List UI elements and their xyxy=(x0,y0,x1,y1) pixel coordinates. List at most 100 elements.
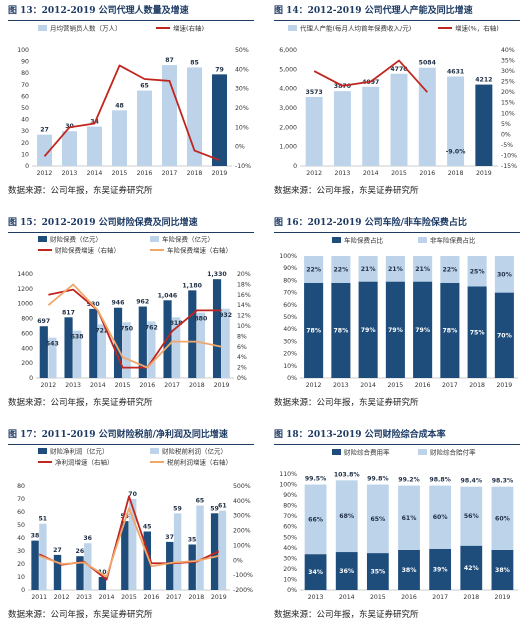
y2-tick-label: -5% xyxy=(501,142,513,149)
data-label: 26 xyxy=(76,548,85,555)
y-tick-label: 0 xyxy=(25,163,29,170)
x-tick-label: 2019 xyxy=(495,594,511,601)
bar-loss-ratio xyxy=(304,484,327,555)
auto-share-chart: 0% 10% 20% 30% 40% 50% 60% 70% 80% 90% 100% 车险保费占比 非… xyxy=(279,235,518,389)
source-note: 数据来源：公司年报，东吴证券研究所 xyxy=(8,398,153,408)
data-label: 37 xyxy=(165,534,174,541)
data-label: 543 xyxy=(46,341,59,348)
x-tick-label: 2019 xyxy=(214,382,230,389)
data-label: 22% xyxy=(306,266,321,273)
bar-premium xyxy=(39,326,48,378)
y-tick-label: 90% xyxy=(283,265,297,272)
source-note: 数据来源：公司年报，东吴证券研究所 xyxy=(274,398,419,408)
data-label: 22% xyxy=(333,266,348,273)
x-tick-label: 2016 xyxy=(415,382,431,389)
data-label: 65% xyxy=(370,516,385,523)
legend-label: 财险保费增速（右轴） xyxy=(55,245,120,254)
bar-auto-share xyxy=(494,292,514,378)
bar-loss-ratio xyxy=(460,486,483,546)
y2-tick-label: -10% xyxy=(235,163,251,170)
y-tick-label: 20 xyxy=(17,561,25,568)
y-tick-label: 0% xyxy=(287,375,297,382)
data-label: 27 xyxy=(53,547,62,554)
y2-tick-label: 50% xyxy=(235,47,249,54)
x-tick-label: 2018 xyxy=(448,170,464,177)
y-tick-label: 30 xyxy=(17,548,25,555)
y2-tick-label: -15% xyxy=(501,163,517,170)
bar-auto xyxy=(122,322,131,378)
data-label: 48 xyxy=(115,102,124,109)
bar-auto-share xyxy=(413,281,433,378)
y-tick-label: 40% xyxy=(283,545,297,552)
y-tick-label: 50% xyxy=(283,534,297,541)
data-label: 53 xyxy=(120,513,129,520)
bar-loss-ratio xyxy=(335,480,358,553)
x-tick-label: 2016 xyxy=(419,170,435,177)
data-label: 880 xyxy=(194,316,208,323)
bar-net-profit xyxy=(166,541,174,590)
data-label: 51 xyxy=(39,516,48,523)
bar xyxy=(305,96,323,166)
data-label: 38% xyxy=(495,567,510,574)
panel-title: 图 14：2012-2019 公司代理人产能及同比增速 xyxy=(274,4,520,21)
y2-tick-label: 100% xyxy=(233,542,251,549)
y2-tick-label: -200% xyxy=(233,587,253,594)
bar xyxy=(475,84,493,166)
bar-net-profit xyxy=(53,554,62,590)
total-label: 99.5% xyxy=(305,476,326,483)
data-label: 60% xyxy=(495,515,510,522)
bar-expense-ratio xyxy=(366,553,389,590)
data-label: 30% xyxy=(497,271,512,278)
bar-auto-share xyxy=(467,286,487,378)
panel-title: 图 15：2012-2019 公司财险保费及同比增速 xyxy=(8,216,254,233)
bar-loss-ratio xyxy=(429,485,452,549)
growth-line xyxy=(38,507,219,578)
panel-title: 图 17：2011-2019 公司财险税前/净利润及同比增速 xyxy=(8,428,254,445)
legend-swatch xyxy=(38,448,47,454)
y2-tick-label: 0% xyxy=(501,131,511,138)
x-tick-label: 2015 xyxy=(121,594,137,601)
x-tick-label: 2018 xyxy=(469,382,485,389)
y-tick-label: 60% xyxy=(283,302,297,309)
y2-tick-label: 20% xyxy=(501,89,515,96)
legend-swatch xyxy=(38,25,47,31)
y2-tick-label: 35% xyxy=(501,58,515,65)
bar-auto xyxy=(172,317,181,378)
data-label: 78% xyxy=(442,327,457,334)
total-label: 98.3% xyxy=(492,478,513,485)
data-label: 4770 xyxy=(390,66,408,73)
y2-tick-label: 2% xyxy=(237,365,247,372)
y-tick-label: 10% xyxy=(283,363,297,370)
x-tick-label: 2018 xyxy=(188,594,204,601)
y-tick-label: 40 xyxy=(21,117,29,124)
data-label: 70% xyxy=(497,332,512,339)
x-tick-label: 2013 xyxy=(62,170,78,177)
bar-premium xyxy=(89,308,98,378)
y2-tick-label: 14% xyxy=(237,302,251,309)
data-label: 59 xyxy=(173,505,182,512)
x-tick-label: 2014 xyxy=(99,594,115,601)
bar-auto-share xyxy=(331,282,351,378)
bar-auto-share xyxy=(304,282,324,378)
y2-tick-label: 30% xyxy=(235,86,249,93)
data-label: 638 xyxy=(71,334,84,341)
bar-pretax-profit xyxy=(129,499,137,590)
bar-auto xyxy=(97,324,107,378)
y-tick-label: 50% xyxy=(283,314,297,321)
y-tick-label: 3,000 xyxy=(279,105,297,112)
total-label: 98.4% xyxy=(461,478,482,485)
legend-label: 车险保费占比 xyxy=(344,235,384,244)
data-label: 36% xyxy=(339,568,354,575)
data-label: 722 xyxy=(95,327,108,334)
data-label: 78% xyxy=(306,327,321,334)
legend-swatch xyxy=(150,448,159,454)
bar-nonauto-share xyxy=(494,256,514,293)
x-tick-label: 2014 xyxy=(363,170,379,177)
bar xyxy=(418,67,436,166)
legend-label: 财险净利润（亿元） xyxy=(50,446,109,455)
x-tick-label: 2018 xyxy=(189,382,205,389)
panel-title: 图 18：2013-2019 公司财险综合成本率 xyxy=(274,428,520,445)
bar-nonauto-share xyxy=(440,256,460,283)
data-label: 4212 xyxy=(475,77,492,84)
data-label: 946 xyxy=(111,300,124,307)
